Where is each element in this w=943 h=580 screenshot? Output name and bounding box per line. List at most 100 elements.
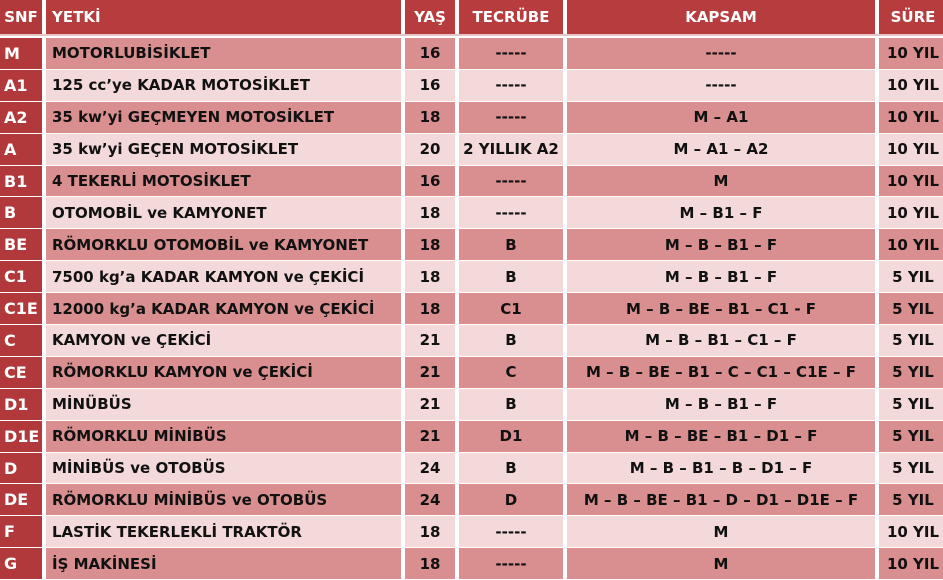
cell-scope: M – B – B1 – B – D1 – F xyxy=(567,452,875,484)
cell-experience: C1 xyxy=(459,293,563,325)
table-row: C1E 12000 kg’a KADAR KAMYON ve ÇEKİCİ 18 C1… xyxy=(0,293,943,326)
cell-age: 18 xyxy=(405,548,455,580)
cell-duration: 10 YIL xyxy=(879,165,943,197)
cell-class: C1 xyxy=(0,261,42,293)
cell-scope: M – B1 – F xyxy=(567,197,875,229)
table-row: C1 7500 kg’a KADAR KAMYON ve ÇEKİCİ 18 B M –… xyxy=(0,261,943,294)
cell-scope: M – B – BE – B1 – D – D1 – D1E – F xyxy=(567,484,875,516)
cell-authority: RÖMORKLU OTOMOBİL ve KAMYONET xyxy=(46,229,401,261)
table-row: A2 35 kw’yi GEÇMEYEN MOTOSİKLET 18 ----- M –… xyxy=(0,101,943,134)
cell-age: 21 xyxy=(405,325,455,356)
cell-experience: ----- xyxy=(459,548,563,580)
cell-class: CE xyxy=(0,356,42,388)
cell-duration: 10 YIL xyxy=(879,133,943,165)
cell-authority: RÖMORKLU KAMYON ve ÇEKİCİ xyxy=(46,356,401,388)
cell-authority: İŞ MAKİNESİ xyxy=(46,548,401,580)
table-header: SNF YETKİ YAŞ TECRÜBE KAPSAM SÜRE xyxy=(0,0,943,36)
cell-age: 16 xyxy=(405,69,455,101)
cell-class: BE xyxy=(0,229,42,261)
cell-scope: M – B – BE – B1 – D1 – F xyxy=(567,420,875,452)
cell-experience: D xyxy=(459,484,563,516)
table-row: F LASTİK TEKERLEKLİ TRAKTÖR 18 ----- M 10 YIL xyxy=(0,516,943,549)
cell-scope: M – B – B1 – C1 – F xyxy=(567,325,875,356)
header-experience: TECRÜBE xyxy=(459,0,563,34)
cell-duration: 10 YIL xyxy=(879,548,943,580)
cell-class: A2 xyxy=(0,101,42,133)
cell-age: 18 xyxy=(405,516,455,548)
cell-scope: ----- xyxy=(567,69,875,101)
cell-class: B xyxy=(0,197,42,229)
cell-authority: 125 cc’ye KADAR MOTOSİKLET xyxy=(46,69,401,101)
table-row: CE RÖMORKLU KAMYON ve ÇEKİCİ 21 C M – B – BE… xyxy=(0,356,943,389)
header-class: SNF xyxy=(0,0,42,34)
header-authority: YETKİ xyxy=(46,0,401,34)
cell-experience: D1 xyxy=(459,420,563,452)
cell-class: G xyxy=(0,548,42,580)
cell-class: F xyxy=(0,516,42,548)
cell-scope: M – A1 xyxy=(567,101,875,133)
cell-class: B1 xyxy=(0,165,42,197)
cell-age: 20 xyxy=(405,133,455,165)
cell-age: 24 xyxy=(405,452,455,484)
cell-authority: 4 TEKERLİ MOTOSİKLET xyxy=(46,165,401,197)
cell-experience: ----- xyxy=(459,38,563,69)
cell-duration: 10 YIL xyxy=(879,38,943,69)
cell-age: 16 xyxy=(405,165,455,197)
cell-class: D xyxy=(0,452,42,484)
cell-duration: 10 YIL xyxy=(879,69,943,101)
table-row: G İŞ MAKİNESİ 18 ----- M 10 YIL xyxy=(0,548,943,580)
cell-experience: ----- xyxy=(459,101,563,133)
header-scope: KAPSAM xyxy=(567,0,875,34)
cell-scope: M – B – B1 – F xyxy=(567,229,875,261)
cell-duration: 5 YIL xyxy=(879,420,943,452)
cell-authority: OTOMOBİL ve KAMYONET xyxy=(46,197,401,229)
cell-experience: B xyxy=(459,261,563,293)
cell-authority: MİNİBÜS ve OTOBÜS xyxy=(46,452,401,484)
cell-scope: M xyxy=(567,165,875,197)
cell-age: 18 xyxy=(405,229,455,261)
table-row: BE RÖMORKLU OTOMOBİL ve KAMYONET 18 B M – B … xyxy=(0,229,943,262)
cell-experience: ----- xyxy=(459,165,563,197)
cell-duration: 5 YIL xyxy=(879,484,943,516)
table-row: B OTOMOBİL ve KAMYONET 18 ----- M – B1 – F 10… xyxy=(0,197,943,230)
table-row: A1 125 cc’ye KADAR MOTOSİKLET 16 ----- -----… xyxy=(0,69,943,102)
cell-scope: M – B – BE – B1 – C1 - F xyxy=(567,293,875,325)
header-age: YAŞ xyxy=(405,0,455,34)
cell-experience: 2 YILLIK A2 xyxy=(459,133,563,165)
cell-age: 18 xyxy=(405,101,455,133)
cell-class: C xyxy=(0,325,42,356)
cell-authority: 35 kw’yi GEÇMEYEN MOTOSİKLET xyxy=(46,101,401,133)
cell-age: 18 xyxy=(405,261,455,293)
cell-age: 16 xyxy=(405,38,455,69)
cell-experience: ----- xyxy=(459,197,563,229)
cell-authority: RÖMORKLU MİNİBÜS ve OTOBÜS xyxy=(46,484,401,516)
table-row: M MOTORLUBİSİKLET 16 ----- ----- 10 YIL xyxy=(0,38,943,70)
cell-scope: M xyxy=(567,548,875,580)
cell-duration: 5 YIL xyxy=(879,388,943,420)
cell-authority: LASTİK TEKERLEKLİ TRAKTÖR xyxy=(46,516,401,548)
cell-class: DE xyxy=(0,484,42,516)
cell-experience: B xyxy=(459,452,563,484)
cell-age: 21 xyxy=(405,356,455,388)
cell-age: 18 xyxy=(405,293,455,325)
cell-duration: 5 YIL xyxy=(879,325,943,356)
cell-class: D1 xyxy=(0,388,42,420)
cell-class: A xyxy=(0,133,42,165)
cell-duration: 10 YIL xyxy=(879,516,943,548)
cell-authority: KAMYON ve ÇEKİCİ xyxy=(46,325,401,356)
cell-duration: 5 YIL xyxy=(879,293,943,325)
cell-class: C1E xyxy=(0,293,42,325)
table-row: A 35 kw’yi GEÇEN MOTOSİKLET 20 2 YILLIK A2 M… xyxy=(0,133,943,166)
cell-scope: M xyxy=(567,516,875,548)
cell-authority: 7500 kg’a KADAR KAMYON ve ÇEKİCİ xyxy=(46,261,401,293)
cell-scope: M – A1 – A2 xyxy=(567,133,875,165)
cell-experience: B xyxy=(459,388,563,420)
cell-experience: ----- xyxy=(459,69,563,101)
table-row: D MİNİBÜS ve OTOBÜS 24 B M – B – B1 – B – D1… xyxy=(0,452,943,485)
cell-class: A1 xyxy=(0,69,42,101)
cell-age: 18 xyxy=(405,197,455,229)
table-row: DE RÖMORKLU MİNİBÜS ve OTOBÜS 24 D M – B – B… xyxy=(0,484,943,517)
cell-age: 21 xyxy=(405,388,455,420)
cell-age: 21 xyxy=(405,420,455,452)
